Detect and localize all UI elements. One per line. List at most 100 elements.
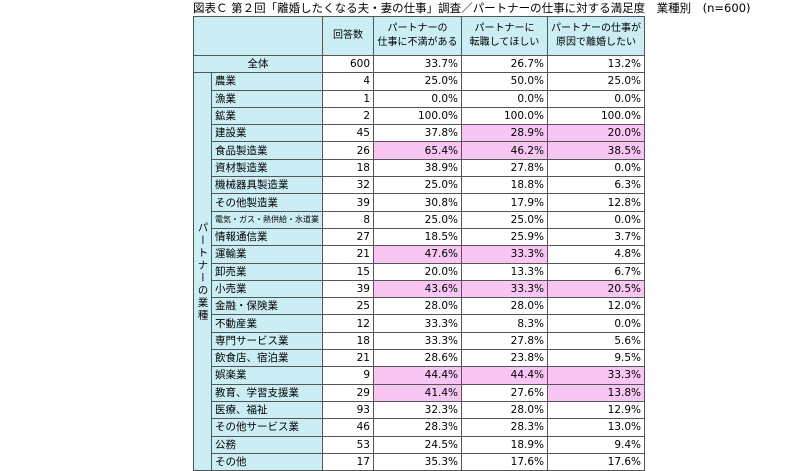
table-row: 食品製造業 26 65.4% 46.2% 38.5% [194,141,645,160]
dissatisfied-value: 28.3% [373,418,462,437]
industry-label: 機械器具製造業 [211,176,323,195]
table-row: パートナーの業種 農業 4 25.0% 50.0% 25.0% [193,72,645,471]
industry-label: 専門サービス業 [211,331,323,351]
respondent-count: 21 [322,245,374,264]
dissatisfied-value: 35.3% [373,452,462,471]
dissatisfied-value: 43.6% [373,279,462,299]
respondent-count: 39 [322,193,374,212]
want-job-change-value: 27.8% [461,331,548,351]
industry-label: 農業 [211,72,323,91]
industry-label: 教育、学習支援業 [211,383,323,402]
total-row: 全体 600 33.7% 26.7% 13.2% [193,54,645,74]
want-job-change-value: 28.9% [461,124,548,143]
want-job-change-value: 28.0% [461,400,548,420]
table-row: 電気・ガス・熱供給・水道業 8 25.0% 25.0% 0.0% [194,210,645,229]
industry-label: 電気・ガス・熱供給・水道業 [211,210,323,229]
want-job-change-value: 25.9% [461,227,548,247]
table-row: 教育、学習支援業 29 41.4% 27.6% 13.8% [194,383,645,402]
industry-label: 鉱業 [211,106,323,126]
industry-label: その他 [211,452,323,471]
want-job-change-value: 17.9% [461,193,548,212]
dissatisfied-value: 32.3% [373,400,462,420]
industry-label: 医療、福祉 [211,400,323,420]
want-divorce-value: 9.5% [547,349,645,368]
dissatisfied-value: 37.8% [373,124,462,143]
total-n: 600 [322,54,374,74]
dissatisfied-value: 0.0% [373,89,462,108]
want-divorce-value: 13.8% [547,383,645,402]
want-job-change-value: 44.4% [461,366,548,385]
dissatisfied-value: 100.0% [373,106,462,126]
want-divorce-value: 12.0% [547,297,645,316]
want-job-change-value: 33.3% [461,245,548,264]
header-dissatisfied-line2: 仕事に不満がある [377,37,458,48]
want-divorce-value: 12.9% [547,400,645,420]
dissatisfied-value: 20.0% [373,262,462,281]
dissatisfied-value: 25.0% [373,176,462,195]
want-job-change-value: 28.3% [461,418,548,437]
table-row: その他製造業 39 30.8% 17.9% 12.8% [194,193,645,212]
respondent-count: 27 [322,227,374,247]
header-dissatisfied: パートナーの 仕事に不満がある [373,16,462,56]
want-job-change-value: 28.0% [461,297,548,316]
table-row: 運輸業 21 47.6% 33.3% 4.8% [194,245,645,264]
header-want-job-change-line2: 転職してほしい [469,37,540,48]
want-job-change-value: 18.8% [461,176,548,195]
want-job-change-value: 27.8% [461,158,548,178]
respondent-count: 45 [322,124,374,143]
industry-label: 漁業 [211,89,323,108]
respondent-count: 8 [322,210,374,229]
dissatisfied-value: 41.4% [373,383,462,402]
want-divorce-value: 0.0% [547,89,645,108]
dissatisfied-value: 25.0% [373,72,462,91]
want-divorce-value: 20.0% [547,124,645,143]
respondent-count: 26 [322,141,374,160]
table-row: 公務 53 24.5% 18.9% 9.4% [194,435,645,454]
want-divorce-value: 0.0% [547,314,645,333]
want-divorce-value: 20.5% [547,279,645,299]
respondent-count: 15 [322,262,374,281]
table-row: 金融・保険業 25 28.0% 28.0% 12.0% [194,297,645,316]
respondent-count: 21 [322,349,374,368]
table-row: 卸売業 15 20.0% 13.3% 6.7% [194,262,645,281]
table-row: 娯楽業 9 44.4% 44.4% 33.3% [194,366,645,385]
total-want-job-change: 26.7% [461,54,548,74]
table-row: その他サービス業 46 28.3% 28.3% 13.0% [194,418,645,437]
want-job-change-value: 25.0% [461,210,548,229]
industry-label: 飲食店、宿泊業 [211,349,323,368]
industry-label: 建設業 [211,124,323,143]
industry-label: 小売業 [211,279,323,299]
table-row: 漁業 1 0.0% 0.0% 0.0% [194,89,645,108]
dissatisfied-value: 25.0% [373,210,462,229]
want-divorce-value: 0.0% [547,158,645,178]
respondent-count: 46 [322,418,374,437]
want-divorce-value: 17.6% [547,452,645,471]
industry-label: 公務 [211,435,323,454]
want-job-change-value: 23.8% [461,349,548,368]
table-row: 情報通信業 27 18.5% 25.9% 3.7% [194,227,645,247]
table-row: 資材製造業 18 38.9% 27.8% 0.0% [194,158,645,178]
total-dissatisfied: 33.7% [373,54,462,74]
industry-label: 運輸業 [211,245,323,264]
want-job-change-value: 27.6% [461,383,548,402]
respondent-count: 32 [322,176,374,195]
industry-label: その他サービス業 [211,418,323,437]
want-job-change-value: 0.0% [461,89,548,108]
want-divorce-value: 38.5% [547,141,645,160]
table-row: 飲食店、宿泊業 21 28.6% 23.8% 9.5% [194,349,645,368]
dissatisfied-value: 44.4% [373,366,462,385]
dissatisfied-value: 30.8% [373,193,462,212]
respondent-count: 1 [322,89,374,108]
header-want-divorce-line2: 原因で離婚したい [556,37,636,48]
figure-title: 図表Ｃ 第２回「離婚したくなる夫・妻の仕事」調査／パートナーの仕事に対する満足度… [193,1,751,15]
want-divorce-value: 9.4% [547,435,645,454]
total-want-divorce: 13.2% [547,54,645,74]
want-divorce-value: 25.0% [547,72,645,91]
respondent-count: 2 [322,106,374,126]
industry-label: 情報通信業 [211,227,323,247]
want-job-change-value: 8.3% [461,314,548,333]
respondent-count: 17 [322,452,374,471]
want-divorce-value: 33.3% [547,366,645,385]
respondent-count: 9 [322,366,374,385]
dissatisfied-value: 18.5% [373,227,462,247]
